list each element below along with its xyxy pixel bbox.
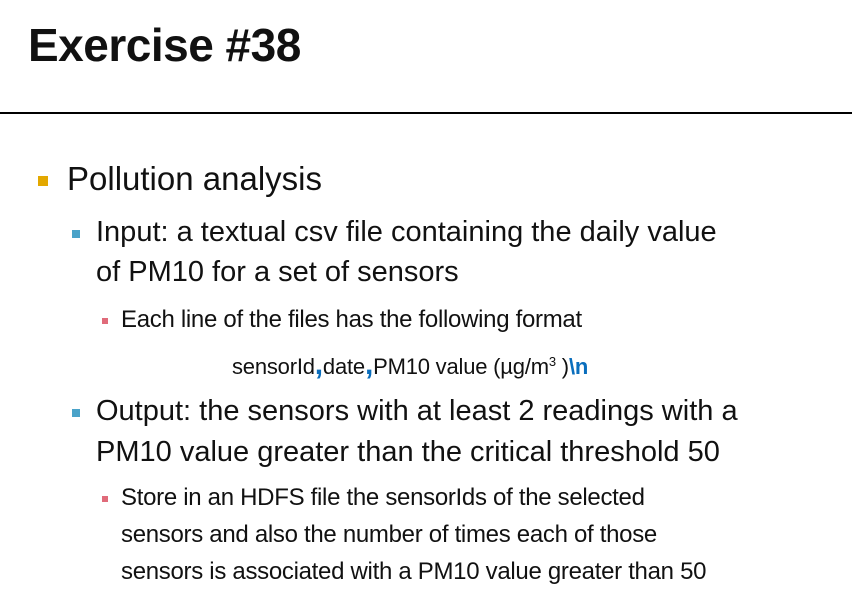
format-field-pm10: PM10 value (µg/m <box>373 354 549 379</box>
format-separator-1: , <box>314 348 323 381</box>
input-text-line1: Input: a textual csv file containing the… <box>96 216 717 248</box>
store-text-line1: Store in an HDFS file the sensorIds of t… <box>121 484 645 511</box>
format-field-pm10-close: ) <box>555 354 569 379</box>
store-text-line3: sensors is associated with a PM10 value … <box>121 558 707 585</box>
level3-bullet-format <box>102 318 108 324</box>
format-newline: \n <box>568 354 589 379</box>
output-text-line2: PM10 value greater than the critical thr… <box>96 436 720 468</box>
format-field-date: date <box>322 354 365 379</box>
level2-bullet-input <box>72 230 80 238</box>
output-text-line1: Output: the sensors with at least 2 read… <box>96 395 738 427</box>
store-text-line2: sensors and also the number of times eac… <box>121 521 657 548</box>
heading-pollution-analysis: Pollution analysis <box>67 160 322 197</box>
slide-title: Exercise #38 <box>28 19 301 71</box>
format-separator-2: , <box>364 348 374 381</box>
record-format: sensorId,date,PM10 value (µg/m3 )\n <box>232 350 588 380</box>
format-superscript: 3 <box>548 354 556 369</box>
level3-bullet-store <box>102 496 108 502</box>
level2-bullet-output <box>72 409 80 417</box>
input-text-line2: of PM10 for a set of sensors <box>96 256 459 288</box>
title-divider <box>0 112 852 114</box>
format-intro-text: Each line of the files has the following… <box>121 306 582 333</box>
format-field-sensorid: sensorId <box>232 354 315 379</box>
level1-bullet <box>38 176 48 186</box>
